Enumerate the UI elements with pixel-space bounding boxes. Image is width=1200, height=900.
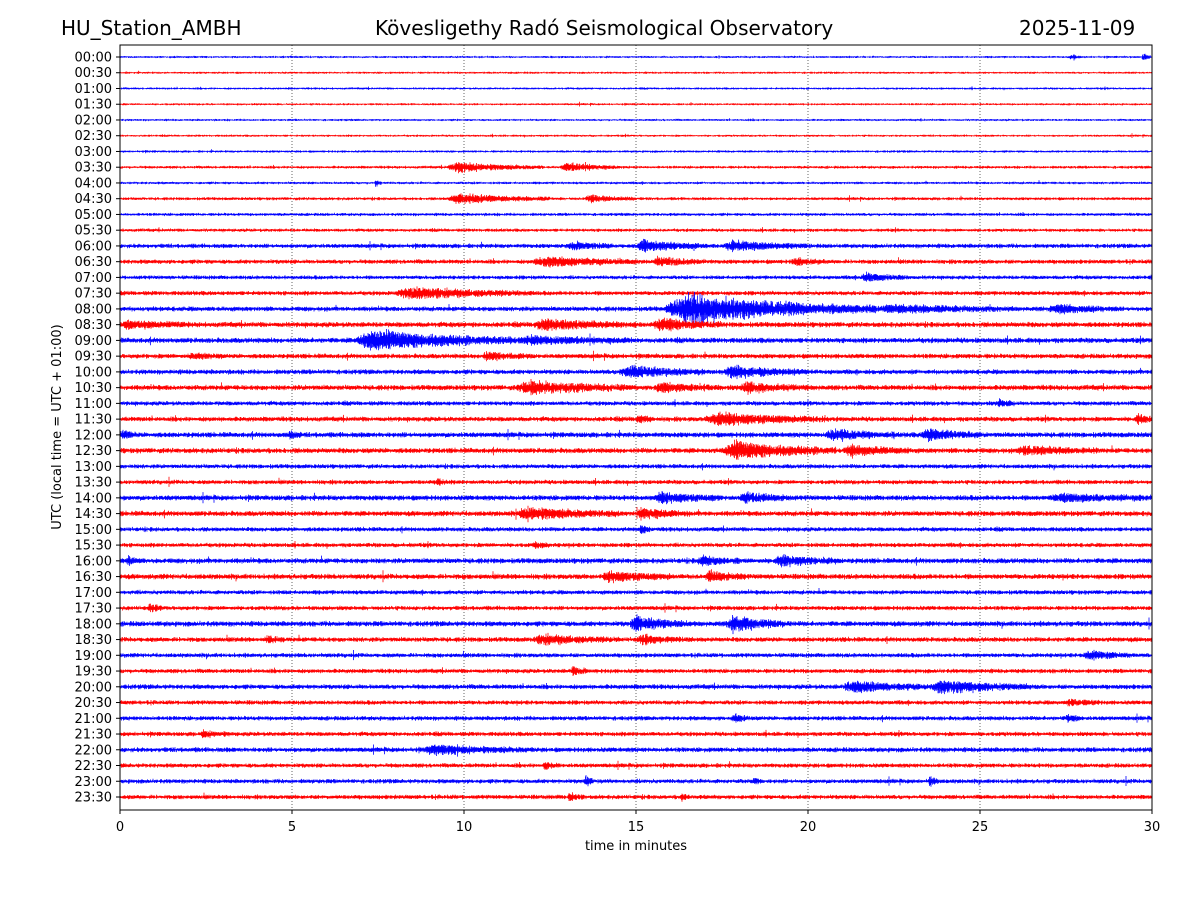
y-tick-label: 02:30	[75, 129, 112, 144]
y-tick-label: 14:00	[75, 491, 112, 506]
y-axis-ticks: 00:0000:3001:0001:3002:0002:3003:0003:30…	[75, 51, 120, 806]
y-tick-label: 11:00	[75, 397, 112, 412]
y-tick-label: 16:00	[75, 554, 112, 569]
y-tick-label: 01:00	[75, 82, 112, 97]
trace-0900	[119, 329, 1152, 351]
chart-title: Kövesligethy Radó Seismological Observat…	[375, 16, 834, 40]
trace-1300	[119, 463, 1152, 471]
y-tick-label: 10:00	[75, 365, 112, 380]
y-tick-label: 19:30	[75, 665, 112, 680]
y-tick-label: 00:30	[75, 66, 112, 81]
trace-0830	[119, 317, 1152, 332]
y-tick-label: 12:00	[75, 428, 112, 443]
y-tick-label: 02:00	[75, 113, 112, 128]
trace-0300	[119, 149, 1152, 154]
x-tick-label: 30	[1144, 820, 1161, 835]
trace-2300	[119, 775, 1152, 787]
trace-0630	[119, 255, 1152, 268]
trace-2000	[119, 680, 1152, 695]
y-tick-label: 06:30	[75, 255, 112, 270]
y-tick-label: 22:00	[75, 743, 112, 758]
y-tick-label: 01:30	[75, 98, 112, 113]
y-tick-label: 20:00	[75, 680, 112, 695]
y-tick-label: 05:30	[75, 224, 112, 239]
y-tick-label: 03:30	[75, 161, 112, 176]
trace-1330	[119, 476, 1152, 487]
y-tick-label: 23:30	[75, 791, 112, 806]
y-tick-label: 07:30	[75, 287, 112, 302]
y-tick-label: 09:30	[75, 350, 112, 365]
station-name: HU_Station_AMBH	[61, 16, 242, 40]
y-tick-label: 00:00	[75, 51, 112, 66]
trace-0800	[119, 291, 1152, 326]
trace-0030	[119, 70, 1152, 74]
y-tick-label: 17:30	[75, 602, 112, 617]
trace-0100	[119, 86, 1152, 91]
y-tick-label: 03:00	[75, 145, 112, 160]
trace-1930	[119, 666, 1152, 676]
y-tick-label: 15:30	[75, 539, 112, 554]
y-tick-label: 13:00	[75, 460, 112, 475]
y-tick-label: 17:00	[75, 586, 112, 601]
y-tick-label: 08:30	[75, 318, 112, 333]
y-tick-label: 08:00	[75, 302, 112, 317]
y-tick-label: 15:00	[75, 523, 112, 538]
trace-1200	[119, 428, 1152, 443]
y-tick-label: 09:00	[75, 334, 112, 349]
y-tick-label: 12:30	[75, 444, 112, 459]
trace-0400	[119, 180, 1152, 187]
y-tick-label: 18:00	[75, 617, 112, 632]
trace-2130	[119, 729, 1152, 739]
x-tick-label: 25	[972, 820, 989, 835]
y-tick-label: 21:00	[75, 712, 112, 727]
x-axis-label: time in minutes	[585, 839, 687, 854]
y-tick-label: 20:30	[75, 696, 112, 711]
y-tick-label: 18:30	[75, 633, 112, 648]
trace-1400	[119, 491, 1152, 505]
y-tick-label: 04:30	[75, 192, 112, 207]
trace-1730	[119, 603, 1152, 613]
trace-0930	[119, 350, 1152, 362]
trace-1500	[119, 525, 1152, 534]
y-tick-label: 14:30	[75, 507, 112, 522]
y-tick-label: 06:00	[75, 239, 112, 254]
trace-2200	[119, 744, 1152, 757]
y-tick-label: 23:00	[75, 775, 112, 790]
y-tick-label: 13:30	[75, 476, 112, 491]
trace-1530	[119, 541, 1152, 549]
y-tick-label: 19:00	[75, 649, 112, 664]
trace-0500	[119, 212, 1152, 217]
y-tick-label: 16:30	[75, 570, 112, 585]
x-tick-label: 0	[116, 820, 124, 835]
trace-1830	[119, 632, 1152, 646]
y-tick-label: 21:30	[75, 728, 112, 743]
y-tick-label: 10:30	[75, 381, 112, 396]
x-tick-label: 5	[288, 820, 296, 835]
chart-date: 2025-11-09	[1019, 16, 1136, 40]
y-tick-label: 04:00	[75, 176, 112, 191]
x-axis-ticks: 0 5 10 15 20 25 30	[116, 810, 1160, 835]
y-tick-label: 11:30	[75, 413, 112, 428]
trace-0230	[119, 133, 1152, 138]
x-tick-label: 20	[800, 820, 817, 835]
trace-1600	[119, 554, 1152, 568]
x-tick-label: 15	[628, 820, 645, 835]
y-tick-label: 07:00	[75, 271, 112, 286]
y-tick-label: 22:30	[75, 759, 112, 774]
y-axis-label: UTC (local time = UTC + 01:00)	[50, 324, 65, 529]
grid-lines	[291, 45, 981, 810]
y-tick-label: 05:00	[75, 208, 112, 223]
trace-0430	[119, 193, 1152, 204]
x-tick-label: 10	[456, 820, 473, 835]
trace-1800	[119, 614, 1152, 635]
trace-2330	[119, 792, 1152, 802]
trace-1630	[119, 569, 1152, 584]
trace-0530	[119, 227, 1152, 233]
